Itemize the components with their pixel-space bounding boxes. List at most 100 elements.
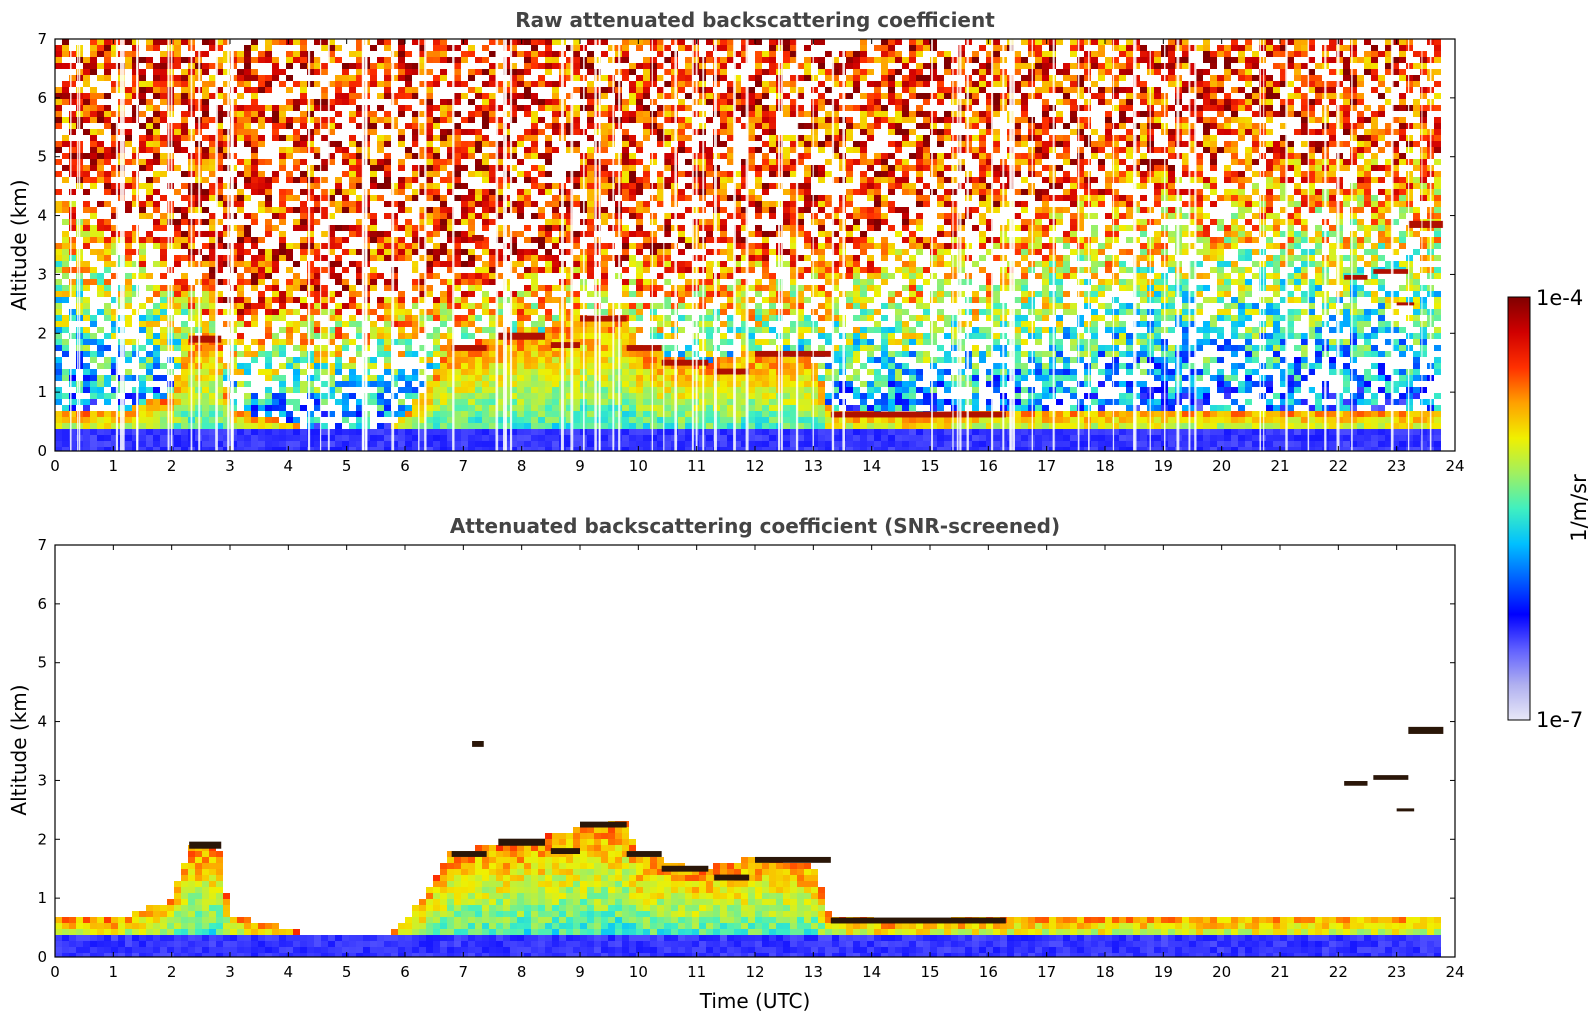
heatmap-cell [279,105,286,111]
heatmap-cell [356,159,363,165]
heatmap-cell [727,249,734,255]
heatmap-cell [545,411,552,417]
heatmap-cell [83,297,90,303]
heatmap-cell [216,105,223,111]
heatmap-cell [433,429,440,435]
heatmap-cell [426,435,433,441]
heatmap-cell [356,267,363,273]
heatmap-cell [258,435,265,441]
heatmap-cell [496,195,503,201]
heatmap-cell [405,69,412,75]
heatmap-cell [531,339,538,345]
heatmap-cell [734,423,741,429]
heatmap-cell [209,273,216,279]
heatmap-cell [496,435,503,441]
heatmap-cell [748,93,755,99]
heatmap-cell [237,261,244,267]
heatmap-cell [482,369,489,375]
heatmap-cell [454,45,461,51]
heatmap-cell [132,171,139,177]
heatmap-cell [545,51,552,57]
heatmap-cell [664,363,671,369]
heatmap-cell [153,243,160,249]
heatmap-cell [678,267,685,273]
heatmap-cell [90,213,97,219]
heatmap-cell [748,267,755,273]
heatmap-cell [622,375,629,381]
heatmap-cell [153,39,160,45]
heatmap-cell [657,435,664,441]
heatmap-cell [461,303,468,309]
heatmap-cell [692,393,699,399]
heatmap-cell [468,435,475,441]
heatmap-cell [475,135,482,141]
heatmap-cell [419,243,426,249]
heatmap-cell [293,441,300,447]
heatmap-cell [433,303,440,309]
heatmap-cell [216,165,223,171]
heatmap-cell [202,297,209,303]
heatmap-cell [111,39,118,45]
heatmap-cell [279,243,286,249]
heatmap-cell [104,291,111,297]
heatmap-cell [55,147,62,153]
heatmap-cell [356,123,363,129]
heatmap-cell [531,351,538,357]
heatmap-cell [370,249,377,255]
heatmap-cell [223,411,230,417]
heatmap-cell [146,315,153,321]
heatmap-cell [293,165,300,171]
heatmap-cell [153,93,160,99]
heatmap-cell [174,417,181,423]
heatmap-cell [636,285,643,291]
heatmap-cell [664,69,671,75]
heatmap-cell [573,255,580,261]
heatmap-cell [657,423,664,429]
heatmap-cell [741,93,748,99]
heatmap-cell [419,393,426,399]
heatmap-cell [300,111,307,117]
heatmap-cell [286,291,293,297]
heatmap-cell [293,219,300,225]
heatmap-cell [440,291,447,297]
heatmap-cell [524,201,531,207]
heatmap-cell [132,249,139,255]
heatmap-cell [391,441,398,447]
heatmap-cell [125,321,132,327]
heatmap-cell [531,111,538,117]
heatmap-cell [125,87,132,93]
heatmap-cell [104,51,111,57]
heatmap-cell [468,255,475,261]
heatmap-cell [286,327,293,333]
heatmap-cell [475,429,482,435]
heatmap-cell [727,105,734,111]
heatmap-cell [433,393,440,399]
heatmap-cell [258,255,265,261]
heatmap-cell [650,435,657,441]
heatmap-cell [349,231,356,237]
heatmap-cell [657,111,664,117]
heatmap-cell [545,447,552,451]
heatmap-cell [496,429,503,435]
heatmap-cell [755,225,762,231]
heatmap-cell [601,51,608,57]
heatmap-cell [734,399,741,405]
heatmap-cell [447,255,454,261]
heatmap-cell [139,381,146,387]
heatmap-cell [650,333,657,339]
heatmap-cell [62,87,69,93]
heatmap-cell [153,261,160,267]
heatmap-cell [174,291,181,297]
heatmap-cell [636,357,643,363]
heatmap-cell [538,75,545,81]
heatmap-cell [573,237,580,243]
heatmap-cell [706,39,713,45]
heatmap-cell [552,381,559,387]
heatmap-cell [440,243,447,249]
heatmap-cell [167,387,174,393]
heatmap-cell [90,381,97,387]
heatmap-cell [307,99,314,105]
heatmap-cell [587,351,594,357]
heatmap-cell [216,351,223,357]
heatmap-cell [167,237,174,243]
